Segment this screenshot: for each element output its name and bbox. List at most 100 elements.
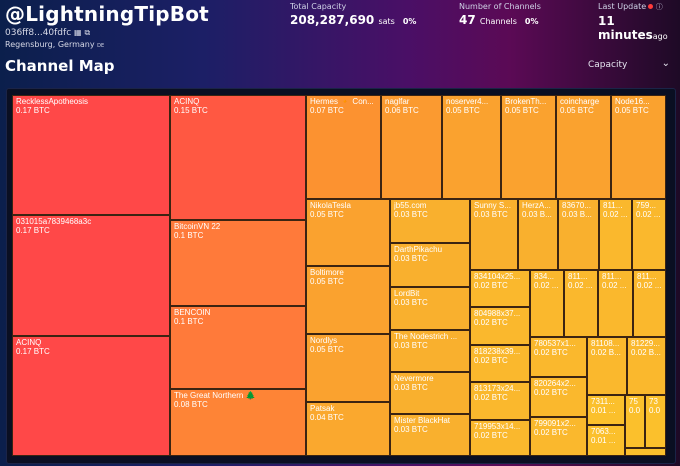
channel-cell[interactable]: naglfar 0.06 BTC [381,95,442,199]
channel-alias: 811... [637,272,657,281]
stat-channels: Number of Channels 47 Channels 0% [459,2,541,27]
channel-alias: NikolaTesla [310,201,351,210]
help-circle-icon[interactable]: ⓘ [655,3,663,11]
channel-alias: 83670... [562,201,591,210]
channel-cell[interactable]: 820264x2... 0.02 BTC [530,377,587,417]
channel-capacity: 0.05 BTC [446,106,480,115]
stat-last-update: Last Update ⓘ 11 minutesago [598,2,680,42]
channel-cell[interactable]: LordBit 0.03 BTC [390,287,470,330]
channel-cell[interactable]: NikolaTesla 0.05 BTC [306,199,390,266]
channel-cell[interactable]: BrokenTh... 0.05 BTC [501,95,556,199]
channel-cell[interactable]: Patsak 0.04 BTC [306,402,390,456]
channel-cell[interactable]: coincharge 0.05 BTC [556,95,611,199]
channel-cell[interactable]: 811... 0.02 ... [633,270,666,337]
channel-capacity: 0.02 BTC [534,428,568,437]
channel-cell[interactable]: DarthPikachu 0.03 BTC [390,243,470,287]
node-pubkey: 036ff8...40fdfc ▦ ⧉ [5,28,90,38]
channel-cell[interactable]: Sunny S... 0.03 BTC [470,199,518,270]
sort-select-value: Capacity [588,60,628,70]
channel-cell[interactable]: jb55.com 0.03 BTC [390,199,470,243]
stat-value: 47 [459,13,476,27]
channel-alias: 834104x25... [474,272,521,281]
channel-cell[interactable]: 811... 0.02 ... [598,270,633,337]
channel-cell[interactable]: 759... 0.02 ... [632,199,666,270]
channel-capacity: 0.02 ... [603,210,628,219]
stat-total-capacity: Total Capacity 208,287,690 sats 0% [290,2,416,27]
channel-capacity: 0.04 BTC [310,413,344,422]
channel-capacity: 0.02 ... [636,210,661,219]
channel-cell[interactable]: 834104x25... 0.02 BTC [470,270,530,307]
channel-cell[interactable]: The Great Northern 🌲 0.08 BTC [170,389,306,456]
channel-capacity: 0.02 BTC [474,281,508,290]
channel-cell[interactable]: BENCOIN 0.1 BTC [170,306,306,389]
node-location: Regensburg, Germany DE [5,40,104,49]
channel-capacity: 0.02 BTC [474,393,508,402]
channel-capacity: 0.05 BTC [560,106,594,115]
channel-alias: 811... [602,272,622,281]
channel-alias: DarthPikachu [394,245,443,254]
channel-alias: 820264x2... [534,379,576,388]
channel-cell[interactable]: 818238x39... 0.02 BTC [470,345,530,382]
channel-cell[interactable]: 7063... 0.01 ... [587,425,625,456]
channel-capacity: 0.15 BTC [174,106,208,115]
channel-cell[interactable]: 811... 0.02 ... [599,199,632,270]
stat-value: 11 minutes [598,14,653,42]
channel-capacity: 0.17 BTC [16,106,50,115]
channel-capacity: 0.03 BTC [394,298,428,307]
channel-cell[interactable]: 804988x37... 0.02 BTC [470,307,530,345]
channel-cell[interactable]: 834... 0.02 ... [530,270,564,337]
stat-unit: Channels [479,17,517,26]
channel-alias: Nevermore [394,374,434,383]
sort-select[interactable]: Capacity ⌄ [588,58,676,70]
channel-capacity: 0.1 BTC [174,231,204,240]
channel-cell[interactable]: 719953x14... 0.02 BTC [470,420,530,456]
channel-alias: ACINQ [174,97,200,106]
channel-capacity: 0.03 B... [522,210,552,219]
channel-capacity: 0.03 BTC [394,254,428,263]
channel-cell[interactable]: 811... 0.02 ... [564,270,598,337]
channel-alias: coincharge [560,97,600,106]
channel-alias: 804988x37... [474,309,521,318]
channel-cell[interactable]: Hermes 🔸 Con... 0.07 BTC [306,95,381,199]
channel-alias: 818238x39... [474,347,521,356]
channel-cell[interactable]: 73 0.0 [645,395,666,448]
channel-alias: BitcoinVN 22 [174,222,221,231]
qr-code-icon[interactable]: ▦ [74,28,82,37]
channel-cell[interactable]: ACINQ 0.17 BTC [12,336,170,456]
channel-alias: The Great Northern 🌲 [174,391,256,400]
channel-cell[interactable]: Boltimore 0.05 BTC [306,266,390,334]
channel-cell[interactable]: Nevermore 0.03 BTC [390,372,470,414]
channel-cell[interactable]: HerzA... 0.03 B... [518,199,558,270]
channel-capacity: 0.03 BTC [394,341,428,350]
channel-cell[interactable]: 81108... 0.02 B... [587,337,627,395]
channel-capacity: 0.03 BTC [474,210,508,219]
stat-label: Number of Channels [459,2,541,11]
channel-cell[interactable]: 83670... 0.03 B... [558,199,599,270]
channel-capacity: 0.05 BTC [505,106,539,115]
channel-capacity: 0.01 ... [591,406,616,415]
channel-alias: 813173x24... [474,384,521,393]
channel-cell[interactable]: 7311... 0.01 ... [587,395,625,425]
channel-cell[interactable]: BitcoinVN 22 0.1 BTC [170,220,306,306]
channel-cell[interactable]: 031015a7839468a3c 0.17 BTC [12,215,170,336]
channel-cell[interactable]: 75 0.0 [625,395,645,448]
channel-cell[interactable]: 799091x2... 0.02 BTC [530,417,587,456]
channel-cell[interactable]: 813173x24... 0.02 BTC [470,382,530,420]
channel-cell[interactable]: 81229... 0.02 B... [627,337,666,395]
channel-cell[interactable]: Nordlys 0.05 BTC [306,334,390,402]
channel-cell[interactable]: RecklessApotheosis 0.17 BTC [12,95,170,215]
channel-alias: 7311... [591,397,615,406]
channel-cell[interactable]: 780537x1... 0.02 BTC [530,337,587,377]
channel-alias: 834... [534,272,555,281]
channel-alias: noserver4... [446,97,489,106]
channel-cell[interactable]: Node16... 0.05 BTC [611,95,666,199]
channel-alias: naglfar [385,97,410,106]
country-code: DE [97,43,105,49]
channel-cell[interactable]: noserver4... 0.05 BTC [442,95,501,199]
copy-icon[interactable]: ⧉ [84,28,91,37]
channel-cell[interactable]: The Nodestrich ... 0.03 BTC [390,330,470,372]
stat-unit: ago [652,32,668,41]
channel-cell[interactable]: ACINQ 0.15 BTC [170,95,306,220]
channel-cell[interactable]: Mister BlackHat 0.03 BTC [390,414,470,456]
channel-cell[interactable] [625,448,666,456]
